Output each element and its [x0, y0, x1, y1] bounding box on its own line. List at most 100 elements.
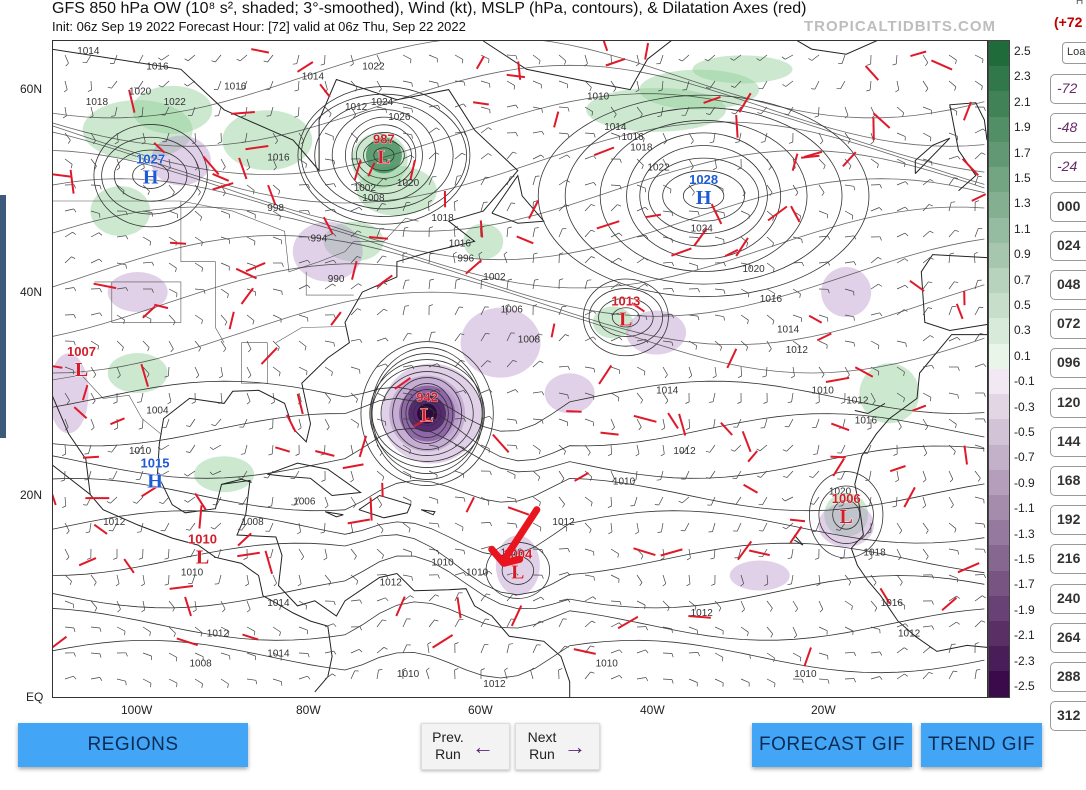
side-panel-tab[interactable]	[0, 195, 6, 438]
wind-barb	[896, 258, 909, 264]
wind-barb	[272, 288, 283, 296]
wind-barb	[896, 206, 909, 212]
forecast-hour-button[interactable]: -24	[1050, 152, 1086, 183]
dilatation-axis	[319, 83, 331, 98]
dilatation-axis	[631, 302, 645, 313]
forecast-hour-button[interactable]: 144	[1050, 426, 1086, 457]
dilatation-axis	[240, 287, 254, 305]
forecast-hour-button[interactable]: 000	[1050, 191, 1086, 222]
wind-barb	[402, 279, 410, 290]
trend-gif-button[interactable]: TREND GIF	[921, 723, 1042, 767]
wind-barb	[662, 626, 673, 633]
wind-barb	[922, 470, 927, 483]
wind-barb	[792, 678, 804, 684]
wind-barb	[64, 392, 70, 405]
forecast-hour-button[interactable]: -72	[1050, 74, 1086, 104]
wind-barb	[870, 236, 882, 241]
weather-map[interactable]: 1014 1016 1020 1022 1018 1016 1016 998 994 990 100…	[52, 40, 988, 698]
wind-barb	[636, 626, 648, 631]
negative-ow-region	[460, 307, 541, 378]
wind-barb	[506, 643, 514, 654]
forecast-hour-button[interactable]: 192	[1050, 505, 1086, 536]
pressure-value: 1013	[611, 293, 640, 308]
wind-barb	[922, 418, 928, 431]
dilatation-axis	[465, 259, 483, 275]
forecast-hour-button[interactable]: 312	[1050, 701, 1086, 732]
forecast-hour-button[interactable]: 288	[1050, 662, 1086, 692]
wind-barb	[90, 288, 102, 293]
wind-barb	[974, 54, 984, 64]
wind-barb	[376, 132, 387, 140]
colorbar-segment	[989, 192, 1009, 218]
wind-barb	[402, 106, 413, 113]
wind-barb	[194, 184, 201, 196]
wind-barb	[142, 652, 152, 661]
wind-barb	[949, 366, 960, 371]
colorbar-label: 0.7	[1014, 272, 1031, 287]
wind-barb	[896, 181, 909, 186]
dilatation-axis	[230, 111, 255, 115]
wind-barb	[948, 306, 957, 316]
isobar	[53, 178, 985, 261]
wind-barb	[787, 574, 794, 586]
dilatation-axis	[123, 558, 135, 574]
wind-barb	[662, 314, 675, 319]
dilatation-axis	[741, 430, 752, 453]
pressure-symbol: L	[377, 146, 390, 168]
dilatation-axis	[789, 518, 806, 523]
wind-barb	[427, 641, 432, 654]
pressure-value: 987	[373, 131, 395, 146]
political-border	[305, 271, 354, 296]
wind-barb	[142, 678, 152, 688]
wind-barb	[503, 251, 508, 264]
forecast-hour-button[interactable]: 240	[1050, 583, 1086, 614]
next-run-button[interactable]: Next Run →	[515, 723, 600, 770]
colorbar-segment	[989, 595, 1009, 622]
isobar	[53, 510, 985, 557]
forecast-hour-button[interactable]: 072	[1050, 309, 1086, 340]
wind-barb	[168, 652, 178, 662]
colorbar-label: -1.7	[1014, 577, 1035, 592]
prev-run-line2: Run	[435, 746, 461, 762]
wind-barb	[974, 496, 985, 504]
prev-run-button[interactable]: Prev. Run ←	[421, 723, 510, 770]
wind-barb	[787, 548, 794, 560]
forecast-hour-button[interactable]: -48	[1050, 113, 1086, 144]
wind-barb	[870, 676, 883, 680]
wind-barb	[584, 54, 588, 67]
forecast-hour-button[interactable]: 048	[1050, 270, 1086, 300]
dilatation-axis	[169, 585, 194, 590]
wind-barb	[681, 470, 690, 480]
colorbar-segment	[989, 494, 1009, 521]
forecast-hour-button[interactable]: 216	[1050, 544, 1086, 575]
wind-barb	[818, 288, 830, 294]
dilatation-axis	[574, 472, 589, 482]
dilatation-axis	[930, 59, 953, 71]
contour-label: 1022	[164, 97, 187, 108]
dilatation-axis	[413, 416, 430, 427]
wind-barb	[835, 522, 846, 531]
regions-button[interactable]: REGIONS	[18, 723, 248, 767]
forecast-hour-button[interactable]: 120	[1050, 387, 1086, 418]
wind-barb	[107, 80, 118, 89]
wind-barb	[865, 496, 872, 508]
forecast-hour-button[interactable]: 024	[1050, 230, 1086, 261]
forecast-hour-button[interactable]: 096	[1050, 348, 1086, 379]
wind-barb	[870, 626, 881, 634]
forecast-hour-button[interactable]: 264	[1050, 622, 1086, 653]
isobar	[53, 555, 985, 610]
dilatation-axis	[854, 366, 874, 378]
wind-barb	[792, 262, 805, 267]
forecast-hour-button[interactable]: 168	[1050, 466, 1086, 496]
forecast-gif-button[interactable]: FORECAST GIF	[752, 723, 912, 767]
dilatation-axis	[808, 314, 823, 324]
wind-barb	[731, 106, 742, 115]
wind-barb	[454, 642, 459, 654]
load-button[interactable]: Load	[1062, 42, 1086, 64]
wind-barb	[558, 306, 567, 316]
wind-barb	[238, 470, 248, 480]
wind-barb	[688, 262, 699, 270]
isobar	[360, 341, 494, 486]
dilatation-axis	[842, 151, 857, 167]
arrow-shaft	[502, 506, 541, 561]
